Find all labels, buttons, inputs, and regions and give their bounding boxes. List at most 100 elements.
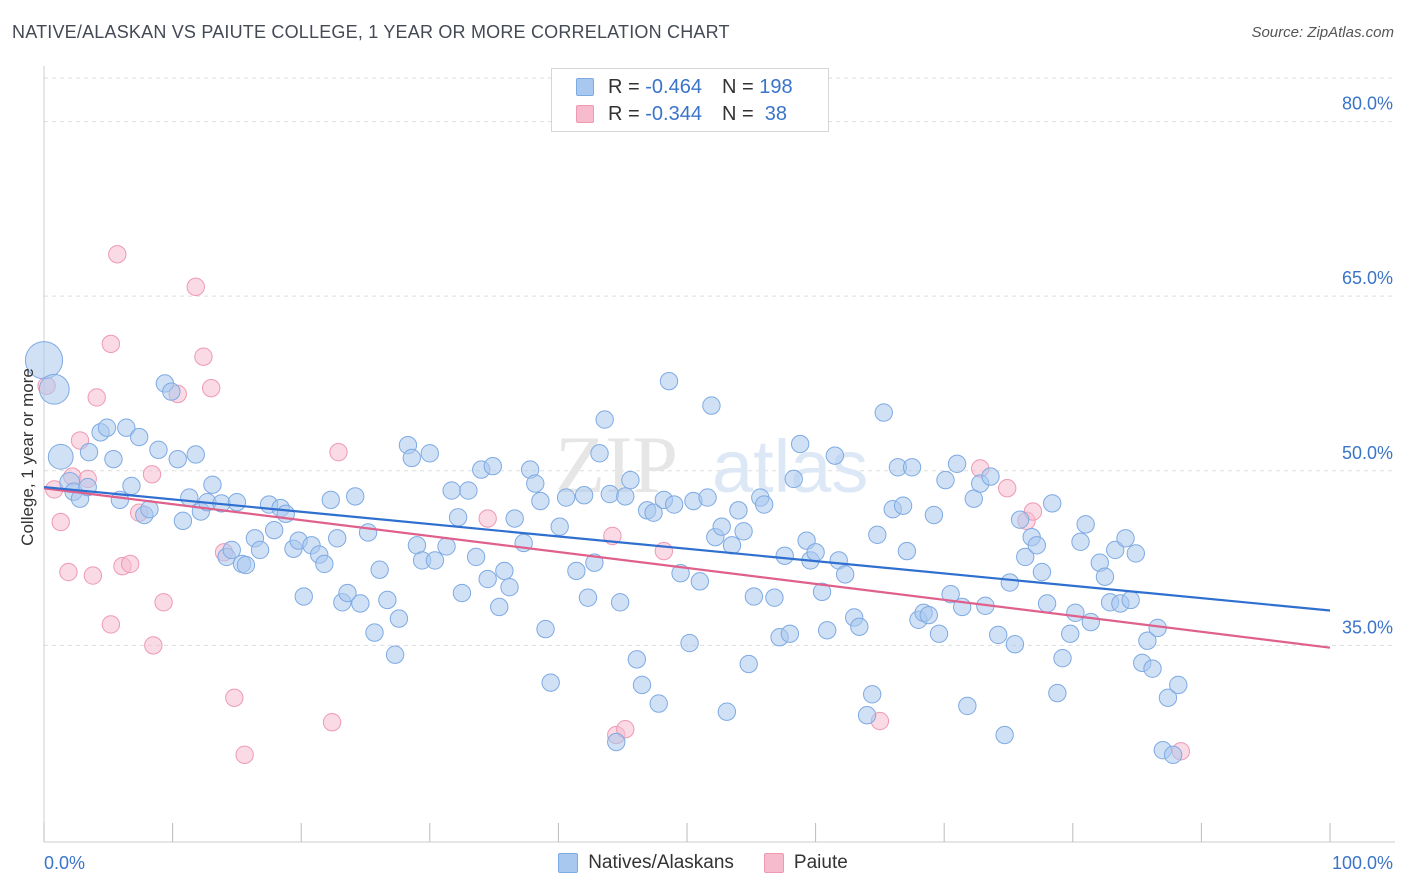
natives-point	[784, 469, 803, 489]
paiute-swatch	[576, 105, 594, 123]
natives-point	[1071, 532, 1090, 551]
natives-point	[825, 446, 845, 465]
paiute-point	[144, 636, 163, 655]
natives-point	[857, 706, 877, 725]
natives-point	[149, 440, 168, 460]
natives-point	[541, 673, 560, 692]
natives-point	[321, 490, 340, 510]
natives-point	[162, 382, 181, 401]
natives-point	[627, 650, 647, 669]
natives-point	[902, 458, 922, 477]
natives-point	[168, 449, 187, 469]
natives-point	[250, 540, 270, 560]
n-value: 38	[759, 102, 788, 125]
legend-item-natives: Natives/Alaskans	[558, 852, 734, 874]
axes	[43, 66, 1395, 843]
paiute-point	[322, 713, 342, 732]
natives-point	[863, 685, 882, 704]
x-tick-label: 100.0%	[1332, 853, 1393, 873]
natives-point	[338, 583, 357, 603]
natives-point	[590, 444, 609, 463]
natives-point	[578, 588, 598, 607]
natives-point	[702, 396, 721, 415]
natives-point	[734, 522, 753, 541]
natives-point	[1158, 688, 1178, 707]
natives-point	[129, 427, 149, 447]
natives-legend-swatch	[558, 853, 579, 873]
natives-point	[483, 456, 502, 476]
natives-point	[478, 569, 497, 589]
natives-point	[817, 621, 837, 640]
paiute-trend-line	[43, 487, 1331, 649]
natives-point	[649, 694, 668, 713]
natives-point	[616, 487, 635, 506]
x-tick-label: 0.0%	[44, 853, 85, 873]
natives-point	[958, 696, 977, 716]
natives-point	[947, 454, 967, 473]
natives-point	[1061, 624, 1080, 643]
paiute-point	[51, 512, 70, 532]
paiute-point	[478, 509, 497, 528]
natives-point	[775, 546, 794, 565]
natives-point	[868, 525, 887, 544]
natives-point	[1016, 547, 1035, 567]
natives-point	[222, 540, 241, 560]
natives-point	[1116, 529, 1135, 548]
natives-point	[448, 508, 468, 527]
paiute-point	[616, 720, 635, 739]
natives-point	[874, 403, 893, 422]
natives-point	[378, 590, 397, 610]
natives-point	[729, 501, 748, 520]
natives-point	[850, 617, 869, 636]
natives-point	[1010, 510, 1030, 529]
paiute-point	[202, 378, 221, 398]
r-label: R =	[608, 75, 646, 98]
paiute-point	[101, 615, 121, 634]
natives-point	[717, 702, 737, 721]
natives-point	[1053, 649, 1072, 668]
natives-point	[437, 537, 456, 556]
natives-point	[765, 588, 784, 607]
natives-point	[806, 543, 825, 562]
natives-point	[370, 560, 389, 579]
natives-point	[924, 505, 944, 525]
natives-point	[1048, 683, 1067, 703]
paiute-point	[235, 745, 254, 764]
paiute-point	[83, 566, 103, 585]
natives-point	[556, 488, 576, 507]
natives-point	[790, 434, 810, 454]
natives-legend-label: Natives/Alaskans	[588, 852, 734, 873]
natives-point	[117, 418, 136, 437]
y-tick-label: 50.0%	[1342, 443, 1393, 463]
natives-point	[358, 523, 378, 542]
paiute-point	[101, 334, 121, 354]
natives-point	[500, 578, 519, 597]
natives-point	[425, 551, 445, 570]
paiute-point	[120, 554, 140, 574]
natives-point	[1005, 635, 1025, 654]
natives-point	[722, 536, 742, 555]
natives-point	[328, 529, 347, 548]
natives-point	[402, 448, 421, 468]
natives-point	[574, 486, 594, 505]
paiute-point	[108, 245, 127, 264]
natives-point	[995, 725, 1014, 745]
tick-labels: 35.0% 50.0% 65.0% 80.0% 0.0% 100.0%	[44, 94, 1393, 873]
paiute-point	[59, 562, 78, 582]
natives-point	[1000, 573, 1019, 592]
natives-point	[585, 553, 604, 572]
paiute-point	[225, 688, 244, 707]
natives-point	[442, 481, 461, 500]
natives-point	[365, 623, 384, 642]
natives-point	[1095, 567, 1115, 586]
natives-point	[632, 675, 652, 695]
legend-row-natives: R = -0.464 N = 198	[576, 75, 793, 99]
natives-point	[712, 517, 731, 536]
natives-point	[812, 582, 832, 602]
r-value: -0.464	[645, 75, 702, 98]
natives-point	[941, 584, 960, 604]
natives-point	[536, 619, 555, 639]
natives-point	[621, 470, 640, 490]
natives-point	[186, 445, 205, 464]
natives-point	[531, 491, 550, 511]
